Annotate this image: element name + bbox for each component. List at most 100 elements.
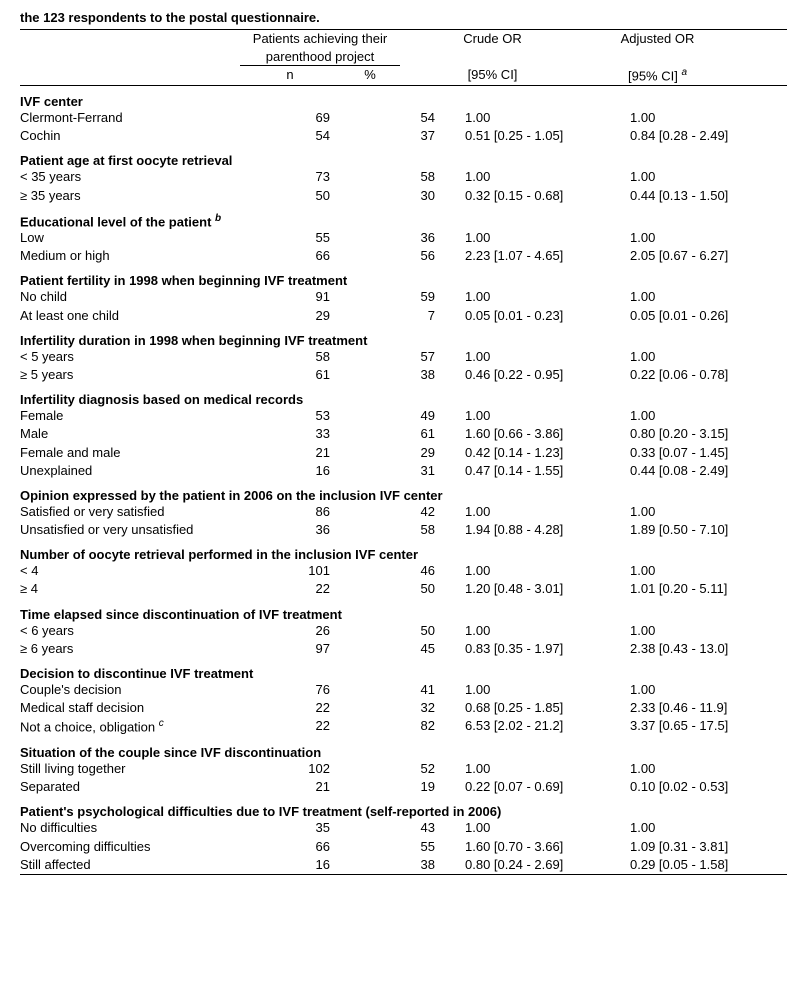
section-title: Number of oocyte retrieval performed in …	[20, 547, 787, 562]
section-title: Decision to discontinue IVF treatment	[20, 666, 787, 681]
row-n: 16	[250, 856, 355, 874]
row-adj: 1.00	[630, 503, 787, 521]
row-pct: 19	[355, 778, 465, 796]
row-label: Cochin	[20, 127, 250, 145]
row-adj: 1.00	[630, 681, 787, 699]
table-row: Medium or high66562.23 [1.07 - 4.65]2.05…	[20, 247, 787, 265]
table-row: < 6 years26501.001.00	[20, 622, 787, 640]
row-adj: 0.44 [0.13 - 1.50]	[630, 187, 787, 205]
row-label: Still living together	[20, 760, 250, 778]
row-label: < 5 years	[20, 348, 250, 366]
row-crude: 1.00	[465, 819, 630, 837]
row-label: Male	[20, 425, 250, 443]
row-crude: 1.00	[465, 622, 630, 640]
row-label: Female	[20, 407, 250, 425]
row-label: At least one child	[20, 307, 250, 325]
row-pct: 58	[355, 168, 465, 186]
row-pct: 7	[355, 307, 465, 325]
row-crude: 1.00	[465, 348, 630, 366]
row-label: Medical staff decision	[20, 699, 250, 717]
table-row: Clermont-Ferrand69541.001.00	[20, 109, 787, 127]
section-title: Situation of the couple since IVF discon…	[20, 745, 787, 760]
row-crude: 1.00	[465, 760, 630, 778]
table-title: the 123 respondents to the postal questi…	[20, 10, 787, 25]
table-row: Low55361.001.00	[20, 229, 787, 247]
row-label: Separated	[20, 778, 250, 796]
row-crude: 0.42 [0.14 - 1.23]	[465, 444, 630, 462]
row-crude: 0.83 [0.35 - 1.97]	[465, 640, 630, 658]
row-label: Clermont-Ferrand	[20, 109, 250, 127]
row-adj: 1.00	[630, 288, 787, 306]
row-n: 50	[250, 187, 355, 205]
row-n: 58	[250, 348, 355, 366]
row-n: 61	[250, 366, 355, 384]
row-pct: 30	[355, 187, 465, 205]
row-n: 53	[250, 407, 355, 425]
row-adj: 0.44 [0.08 - 2.49]	[630, 462, 787, 480]
row-crude: 1.00	[465, 407, 630, 425]
row-crude: 0.47 [0.14 - 1.55]	[465, 462, 630, 480]
row-pct: 43	[355, 819, 465, 837]
row-crude: 1.60 [0.66 - 3.86]	[465, 425, 630, 443]
row-label: < 4	[20, 562, 250, 580]
row-n: 21	[250, 778, 355, 796]
row-n: 66	[250, 838, 355, 856]
row-adj: 2.38 [0.43 - 13.0]	[630, 640, 787, 658]
row-label: Low	[20, 229, 250, 247]
section-title: Patient fertility in 1998 when beginning…	[20, 273, 787, 288]
header-patients-span: Patients achieving their parenthood proj…	[240, 30, 400, 66]
table-row: Satisfied or very satisfied86421.001.00	[20, 503, 787, 521]
section-title: Patient's psychological difficulties due…	[20, 804, 787, 819]
row-pct: 41	[355, 681, 465, 699]
header-crude-ci: [95% CI]	[410, 66, 575, 85]
row-pct: 29	[355, 444, 465, 462]
table-row: Not a choice, obligation c22826.53 [2.02…	[20, 717, 787, 737]
section-title: Patient age at first oocyte retrieval	[20, 153, 787, 168]
row-adj: 1.01 [0.20 - 5.11]	[630, 580, 787, 598]
row-adj: 1.00	[630, 168, 787, 186]
row-n: 36	[250, 521, 355, 539]
row-pct: 82	[355, 717, 465, 737]
table-row: Unexplained16310.47 [0.14 - 1.55]0.44 [0…	[20, 462, 787, 480]
section-title: Time elapsed since discontinuation of IV…	[20, 607, 787, 622]
row-label: Unsatisfied or very unsatisfied	[20, 521, 250, 539]
row-adj: 0.84 [0.28 - 2.49]	[630, 127, 787, 145]
row-pct: 56	[355, 247, 465, 265]
row-pct: 58	[355, 521, 465, 539]
row-adj: 3.37 [0.65 - 17.5]	[630, 717, 787, 737]
row-n: 22	[250, 717, 355, 737]
row-label: < 35 years	[20, 168, 250, 186]
row-pct: 50	[355, 622, 465, 640]
row-adj: 0.05 [0.01 - 0.26]	[630, 307, 787, 325]
row-label: Overcoming difficulties	[20, 838, 250, 856]
row-adj: 2.05 [0.67 - 6.27]	[630, 247, 787, 265]
row-adj: 1.00	[630, 562, 787, 580]
row-pct: 32	[355, 699, 465, 717]
row-pct: 31	[355, 462, 465, 480]
row-crude: 0.05 [0.01 - 0.23]	[465, 307, 630, 325]
row-pct: 49	[355, 407, 465, 425]
row-crude: 2.23 [1.07 - 4.65]	[465, 247, 630, 265]
row-n: 33	[250, 425, 355, 443]
row-n: 102	[250, 760, 355, 778]
table-row: Unsatisfied or very unsatisfied36581.94 …	[20, 521, 787, 539]
row-adj: 1.00	[630, 622, 787, 640]
table-row: Still affected16380.80 [0.24 - 2.69]0.29…	[20, 856, 787, 874]
table-row: At least one child2970.05 [0.01 - 0.23]0…	[20, 307, 787, 325]
row-label: Couple's decision	[20, 681, 250, 699]
row-n: 29	[250, 307, 355, 325]
row-pct: 38	[355, 856, 465, 874]
row-n: 54	[250, 127, 355, 145]
row-label: Medium or high	[20, 247, 250, 265]
row-n: 22	[250, 580, 355, 598]
row-pct: 38	[355, 366, 465, 384]
row-n: 101	[250, 562, 355, 580]
section-title: Opinion expressed by the patient in 2006…	[20, 488, 787, 503]
table-row: ≥ 422501.20 [0.48 - 3.01]1.01 [0.20 - 5.…	[20, 580, 787, 598]
row-n: 26	[250, 622, 355, 640]
table-row: No child91591.001.00	[20, 288, 787, 306]
row-crude: 1.00	[465, 681, 630, 699]
row-pct: 52	[355, 760, 465, 778]
row-label: Female and male	[20, 444, 250, 462]
row-adj: 2.33 [0.46 - 11.9]	[630, 699, 787, 717]
